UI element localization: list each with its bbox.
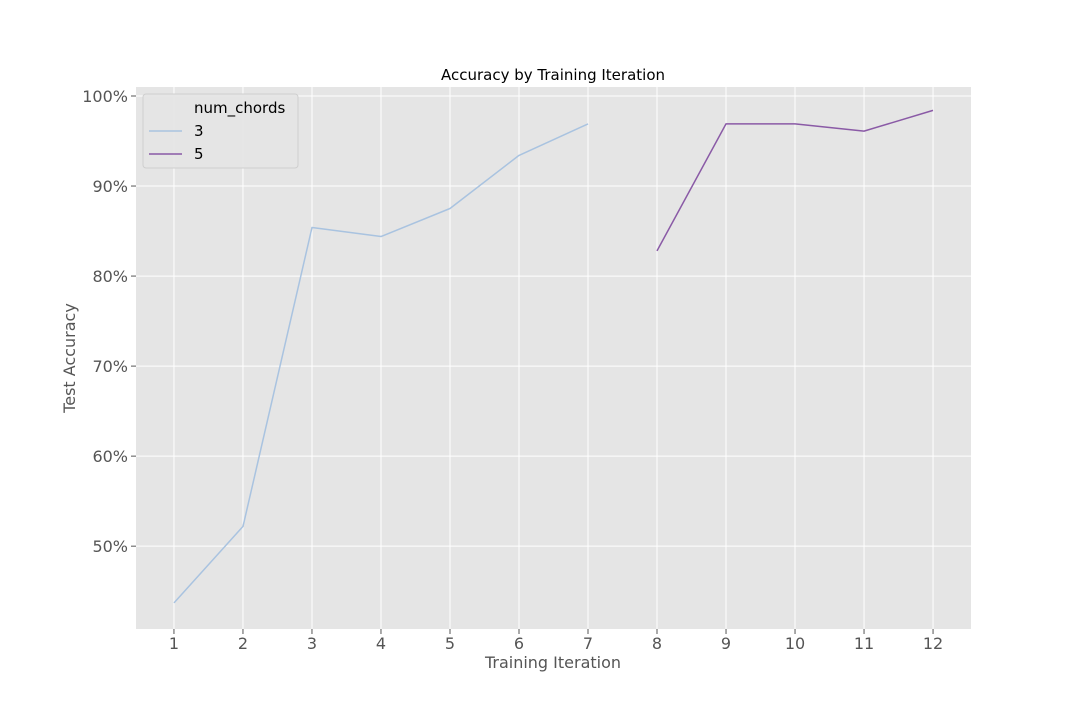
- x-tick-label: 10: [785, 634, 805, 653]
- lines-layer: [173, 109, 934, 604]
- y-tick-label: 70%: [92, 357, 128, 376]
- grid-layer: [136, 87, 971, 629]
- series-line-3: [173, 123, 589, 604]
- x-tick-label: 5: [445, 634, 455, 653]
- y-tick-label: 80%: [92, 267, 128, 286]
- legend-label-5: 5: [194, 145, 204, 163]
- legend-entries: 35: [149, 122, 204, 163]
- x-tick-label: 4: [376, 634, 386, 653]
- x-tick-label: 8: [652, 634, 662, 653]
- x-axis-label: Training Iteration: [484, 653, 621, 672]
- x-tick-label: 11: [854, 634, 874, 653]
- y-tick-label: 60%: [92, 447, 128, 466]
- x-tick-label: 1: [169, 634, 179, 653]
- legend-label-3: 3: [194, 122, 204, 140]
- y-tick-label: 100%: [82, 87, 128, 106]
- x-tick-label: 12: [923, 634, 943, 653]
- legend-title: num_chords: [194, 99, 285, 118]
- x-tick-label: 3: [307, 634, 317, 653]
- legend-box: [142, 93, 299, 169]
- x-tick-label: 9: [721, 634, 731, 653]
- x-tick-label: 6: [514, 634, 524, 653]
- x-tick-label: 2: [238, 634, 248, 653]
- y-tick-label: 90%: [92, 177, 128, 196]
- chart-title: Accuracy by Training Iteration: [441, 66, 665, 84]
- x-tick-label: 7: [583, 634, 593, 653]
- y-axis-label: Test Accuracy: [60, 303, 79, 414]
- plot-background: [136, 87, 971, 629]
- y-tick-label: 50%: [92, 537, 128, 556]
- legend: num_chords 35: [142, 93, 299, 169]
- series-line-5: [656, 109, 934, 252]
